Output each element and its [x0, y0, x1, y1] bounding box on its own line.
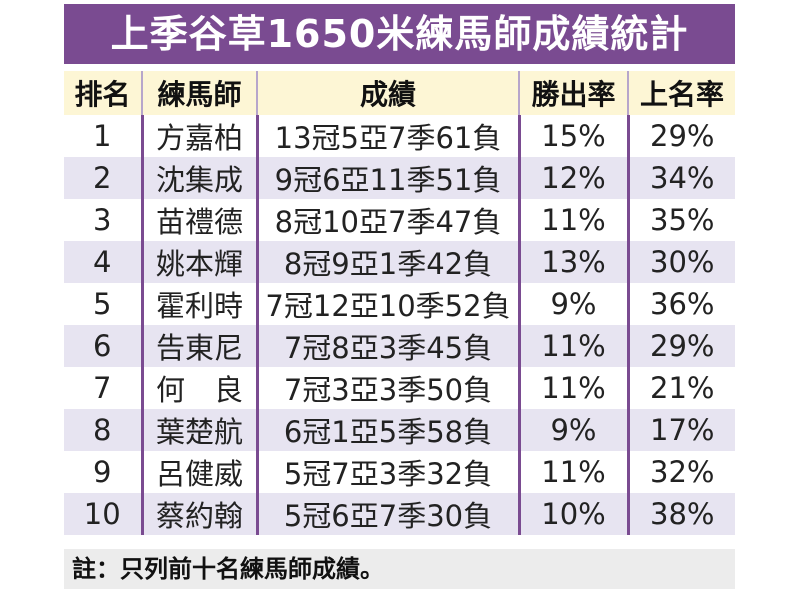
cell-win-rate: 15% — [519, 115, 630, 157]
cell-trainer: 姚本輝 — [142, 241, 259, 283]
cell-record: 5冠6亞7季30負 — [257, 493, 521, 535]
cell-place-rate: 30% — [628, 241, 735, 283]
table-body: 1 方嘉柏 13冠5亞7季61負 15% 29% 2 沈集成 9冠6亞11季51負 12% 34%… — [64, 115, 735, 535]
cell-place-rate: 32% — [628, 451, 735, 493]
stats-card: 上季谷草1650米練馬師成績統計 排名 練馬師 成績 勝出率 上名率 1 方嘉柏 1… — [64, 4, 735, 589]
cell-rank: 9 — [64, 451, 144, 493]
table-row: 10 蔡約翰 5冠6亞7季30負 10% 38% — [64, 493, 735, 535]
table-title: 上季谷草1650米練馬師成績統計 — [64, 4, 735, 64]
cell-trainer: 霍利時 — [142, 283, 259, 325]
cell-record: 6冠1亞5季58負 — [257, 409, 521, 451]
cell-record: 8冠9亞1季42負 — [257, 241, 521, 283]
footnote: 註：只列前十名練馬師成績。 — [64, 549, 735, 589]
cell-trainer: 方嘉柏 — [142, 115, 259, 157]
cell-rank: 5 — [64, 283, 144, 325]
table-row: 9 呂健威 5冠7亞3季32負 11% 32% — [64, 451, 735, 493]
cell-rank: 10 — [64, 493, 144, 535]
cell-win-rate: 9% — [519, 409, 630, 451]
cell-win-rate: 11% — [519, 451, 630, 493]
cell-place-rate: 36% — [628, 283, 735, 325]
cell-place-rate: 34% — [628, 157, 735, 199]
table-row: 3 苗禮德 8冠10亞7季47負 11% 35% — [64, 199, 735, 241]
cell-rank: 6 — [64, 325, 144, 367]
cell-win-rate: 9% — [519, 283, 630, 325]
cell-win-rate: 12% — [519, 157, 630, 199]
cell-place-rate: 29% — [628, 325, 735, 367]
cell-record: 5冠7亞3季32負 — [257, 451, 521, 493]
cell-place-rate: 38% — [628, 493, 735, 535]
table-row: 8 葉楚航 6冠1亞5季58負 9% 17% — [64, 409, 735, 451]
cell-record: 7冠8亞3季45負 — [257, 325, 521, 367]
cell-rank: 2 — [64, 157, 144, 199]
cell-rank: 3 — [64, 199, 144, 241]
cell-win-rate: 13% — [519, 241, 630, 283]
header-record: 成績 — [257, 71, 520, 115]
trainer-stats-table: 排名 練馬師 成績 勝出率 上名率 1 方嘉柏 13冠5亞7季61負 15% 29% 2 沈… — [64, 71, 735, 535]
cell-record: 7冠3亞3季50負 — [257, 367, 521, 409]
cell-trainer: 何 良 — [142, 367, 259, 409]
cell-rank: 7 — [64, 367, 144, 409]
table-row: 4 姚本輝 8冠9亞1季42負 13% 30% — [64, 241, 735, 283]
cell-rank: 1 — [64, 115, 144, 157]
cell-record: 9冠6亞11季51負 — [257, 157, 521, 199]
cell-win-rate: 11% — [519, 325, 630, 367]
cell-place-rate: 21% — [628, 367, 735, 409]
header-place-rate: 上名率 — [628, 71, 735, 115]
table-row: 1 方嘉柏 13冠5亞7季61負 15% 29% — [64, 115, 735, 157]
cell-record: 13冠5亞7季61負 — [257, 115, 521, 157]
cell-trainer: 蔡約翰 — [142, 493, 259, 535]
header-win-rate: 勝出率 — [519, 71, 629, 115]
table-row: 2 沈集成 9冠6亞11季51負 12% 34% — [64, 157, 735, 199]
cell-place-rate: 29% — [628, 115, 735, 157]
cell-trainer: 沈集成 — [142, 157, 259, 199]
cell-rank: 8 — [64, 409, 144, 451]
cell-rank: 4 — [64, 241, 144, 283]
header-row: 排名 練馬師 成績 勝出率 上名率 — [64, 71, 735, 115]
cell-trainer: 葉楚航 — [142, 409, 259, 451]
cell-place-rate: 17% — [628, 409, 735, 451]
table-row: 5 霍利時 7冠12亞10季52負 9% 36% — [64, 283, 735, 325]
cell-record: 8冠10亞7季47負 — [257, 199, 521, 241]
table-row: 6 告東尼 7冠8亞3季45負 11% 29% — [64, 325, 735, 367]
cell-record: 7冠12亞10季52負 — [257, 283, 521, 325]
cell-trainer: 呂健威 — [142, 451, 259, 493]
cell-trainer: 告東尼 — [142, 325, 259, 367]
header-trainer: 練馬師 — [142, 71, 258, 115]
cell-place-rate: 35% — [628, 199, 735, 241]
cell-trainer: 苗禮德 — [142, 199, 259, 241]
cell-win-rate: 10% — [519, 493, 630, 535]
header-rank: 排名 — [64, 71, 143, 115]
cell-win-rate: 11% — [519, 199, 630, 241]
cell-win-rate: 11% — [519, 367, 630, 409]
